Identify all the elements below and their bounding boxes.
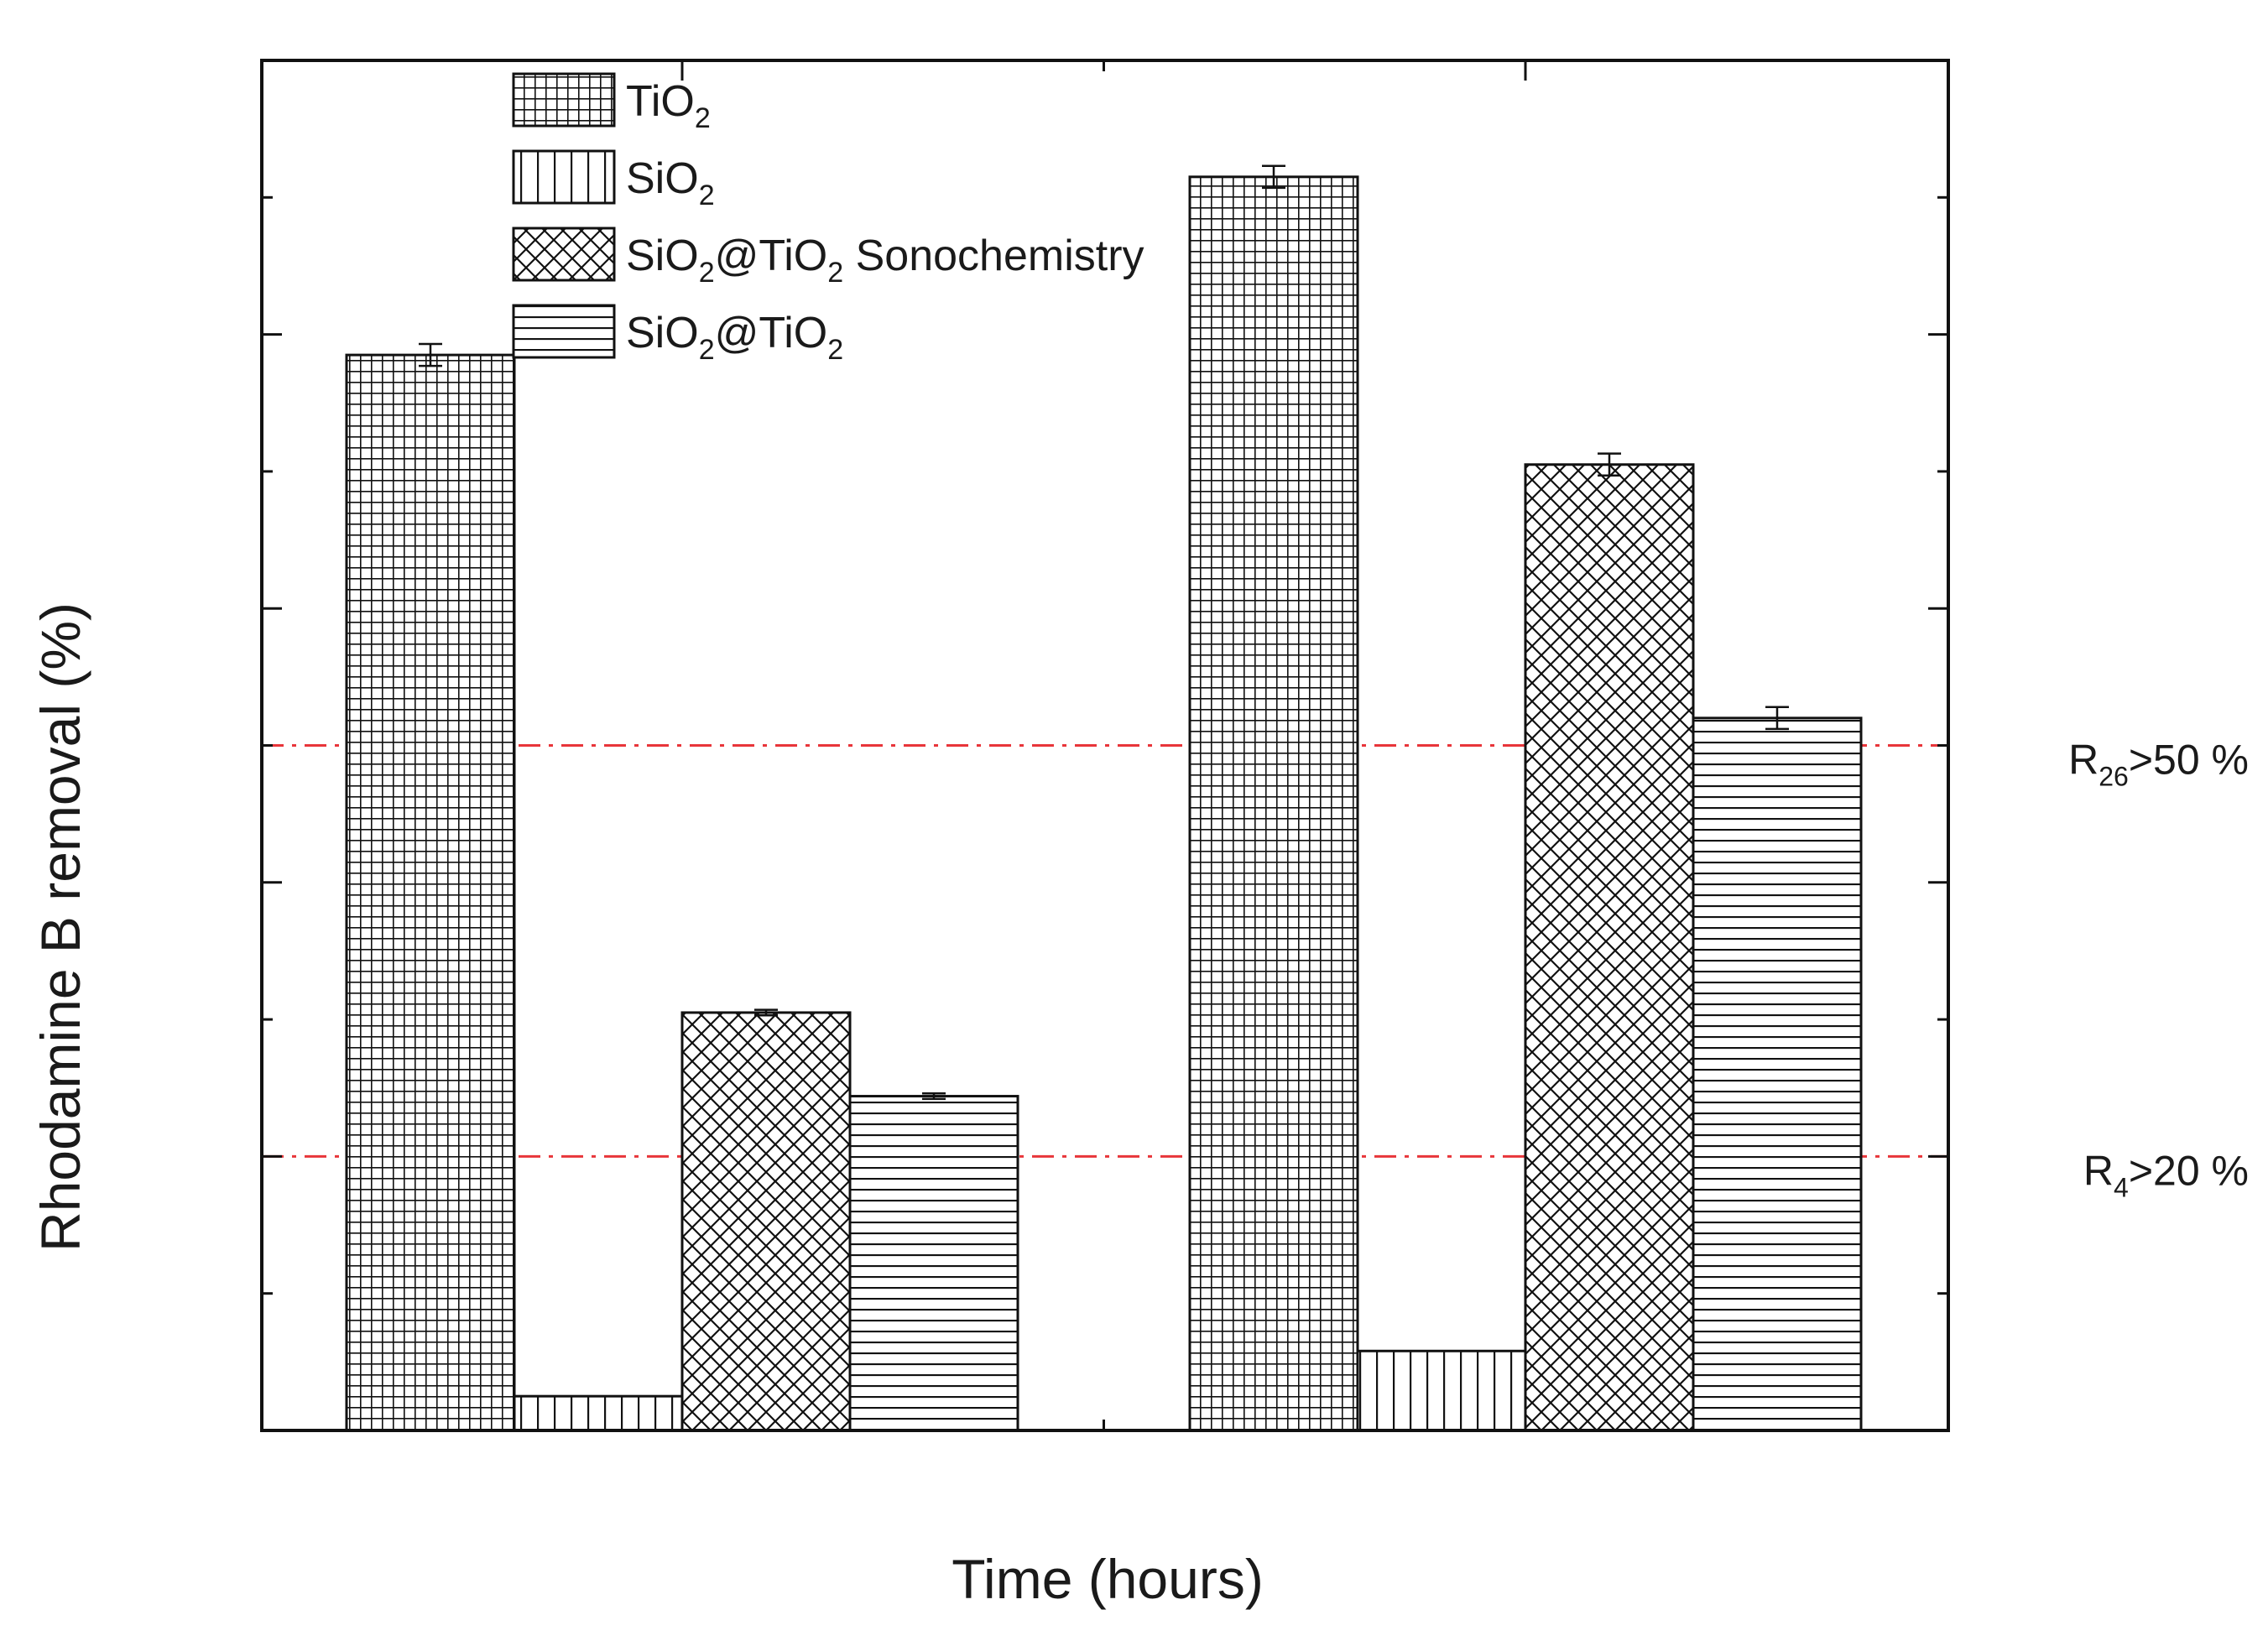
error-bar-grid-2	[1262, 164, 1285, 190]
legend-label: SiO2@TiO2	[626, 309, 843, 366]
bar-vertical-1	[513, 1394, 684, 1432]
legend-swatch-grid	[512, 72, 616, 128]
error-bar-grid-1	[419, 342, 442, 367]
error-bar-crosshatch-2	[1598, 452, 1621, 477]
legend-item-crosshatch: SiO2@TiO2 Sonochemistry	[512, 227, 1144, 289]
legend-swatch-crosshatch	[512, 227, 616, 282]
annotation-2: R4>20 %	[2083, 1147, 2249, 1202]
legend: TiO2 SiO2 SiO2@TiO2 Sonochemistry SiO2@TiO2	[512, 72, 1144, 366]
reference-lines	[262, 744, 1948, 1158]
y-axis-title: Rhodamine B removal (%)	[29, 602, 91, 1252]
legend-swatch-horizontal	[512, 304, 616, 359]
error-bar-horizontal-2	[1765, 706, 1789, 731]
bar-horizontal-1	[848, 1095, 1019, 1432]
annotation-1: R26>50 %	[2068, 737, 2249, 792]
axes	[260, 59, 1950, 1432]
annotation-criterion: R26>50 %	[2068, 737, 2249, 792]
legend-item-horizontal: SiO2@TiO2	[512, 304, 843, 366]
bar-grid-1	[345, 353, 516, 1432]
bar-crosshatch-2	[1524, 463, 1695, 1432]
legend-swatch-vertical	[512, 149, 616, 205]
legend-label: TiO2	[626, 77, 711, 134]
legend-label: SiO2@TiO2 Sonochemistry	[626, 232, 1144, 289]
x-axis-title: Time (hours)	[952, 1548, 1264, 1610]
annotations: R26>50 % R4>20 %	[2068, 737, 2249, 1203]
legend-item-vertical: SiO2	[512, 149, 715, 211]
bar-grid-2	[1188, 175, 1359, 1432]
legend-label: SiO2	[626, 154, 715, 211]
bar-horizontal-2	[1692, 716, 1863, 1432]
annotation-criterion: R4>20 %	[2083, 1147, 2249, 1202]
error-bar-horizontal-1	[922, 1092, 946, 1101]
bar-vertical-2	[1356, 1349, 1527, 1432]
legend-item-grid: TiO2	[512, 72, 711, 134]
error-bar-crosshatch-1	[754, 1008, 778, 1017]
bar-crosshatch-1	[680, 1011, 852, 1432]
bars	[345, 164, 1863, 1432]
